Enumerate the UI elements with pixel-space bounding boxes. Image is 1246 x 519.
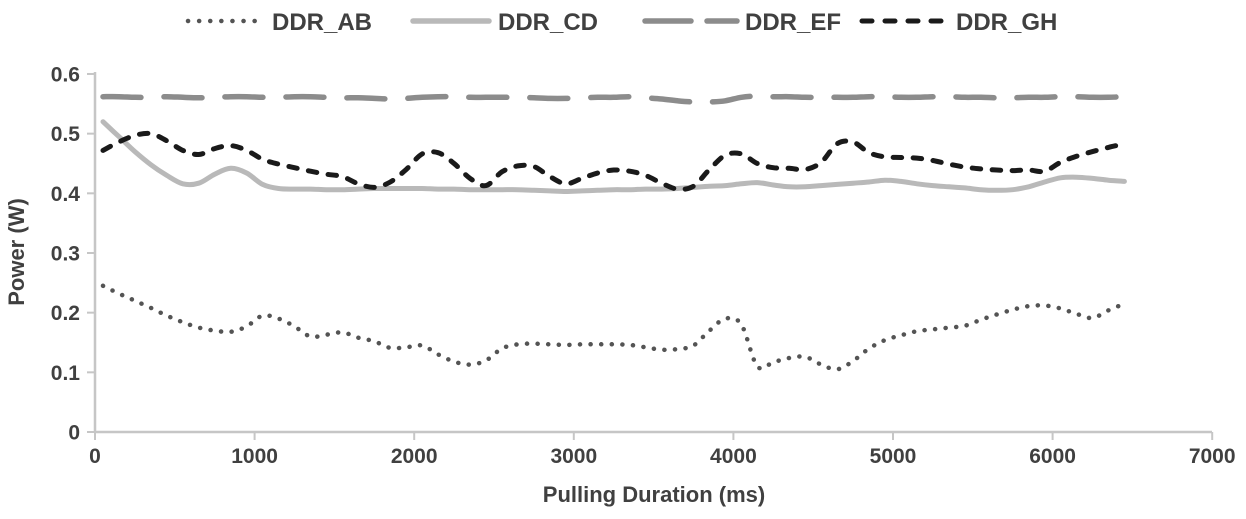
y-tick-label: 0.5 [51, 123, 81, 146]
x-tick-label: 1000 [231, 445, 278, 468]
x-tick-label: 6000 [1029, 445, 1076, 468]
y-tick-label: 0.1 [51, 362, 81, 385]
y-tick-label: 0.3 [51, 242, 80, 265]
y-tick-label: 0.6 [51, 63, 80, 86]
legend-label-ddr-ef: DDR_EF [745, 9, 841, 36]
legend-label-ddr-gh: DDR_GH [956, 9, 1057, 36]
legend-label-ddr-cd: DDR_CD [498, 9, 598, 36]
y-axis-title: Power (W) [4, 198, 29, 306]
series-lines [100, 93, 1128, 372]
series-line-ddr_gh [100, 130, 1127, 192]
legend-label-ddr-ab: DDR_AB [272, 9, 372, 36]
axes [93, 72, 1212, 434]
series-line-ddr_cd [100, 119, 1127, 194]
x-axis-title: Pulling Duration (ms) [543, 482, 765, 507]
tick-labels: 0 0.1 0.2 0.3 0.4 0.5 0.6 0 1000 2000 3000 4000 5000… [51, 63, 1236, 468]
y-tick-label: 0.2 [51, 302, 80, 325]
series-line-ddr_ab [100, 283, 1127, 372]
chart-legend: DDR_AB DDR_CD DDR_EF DDR_GH [185, 9, 1057, 36]
x-tick-label: 7000 [1189, 445, 1236, 468]
y-tick-label: 0 [68, 422, 80, 445]
y-tick-label: 0.4 [51, 183, 81, 206]
series-line-ddr_ef [100, 93, 1128, 105]
tick-marks [87, 72, 1214, 440]
x-tick-label: 3000 [550, 445, 597, 468]
x-tick-label: 5000 [870, 445, 917, 468]
x-tick-label: 0 [89, 445, 101, 468]
x-tick-label: 2000 [391, 445, 438, 468]
x-tick-label: 4000 [710, 445, 757, 468]
